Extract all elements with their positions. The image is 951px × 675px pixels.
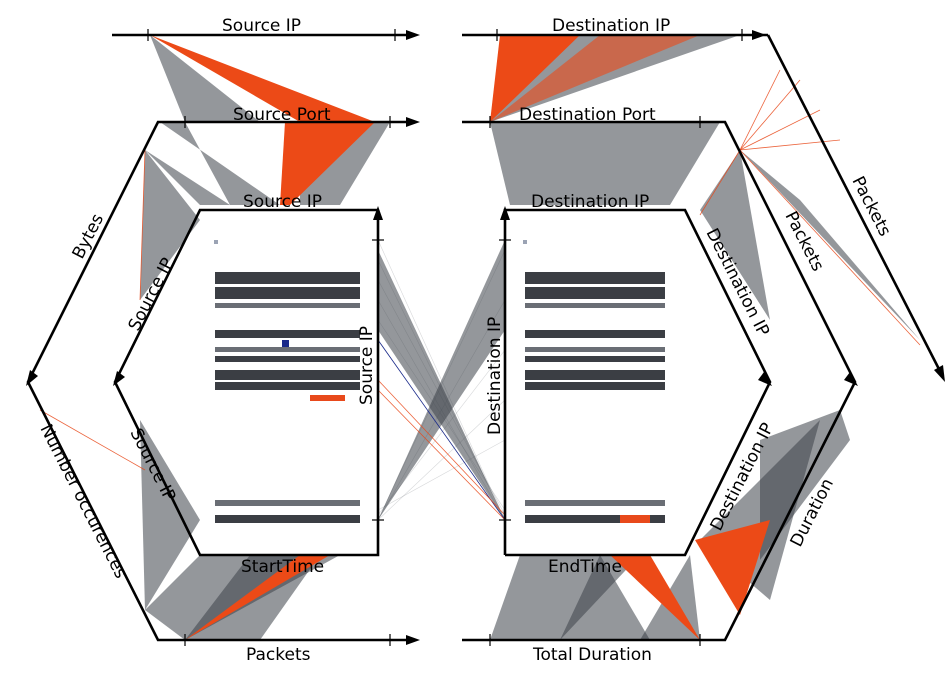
label-inner-source-ip: Source IP <box>243 192 322 212</box>
matrix-dot <box>523 240 527 244</box>
matrix-band <box>525 370 665 380</box>
matrix-band <box>215 515 360 523</box>
connection-line <box>377 439 506 511</box>
orange-line <box>39 409 146 471</box>
highlight-lines <box>39 35 921 640</box>
grey-fan <box>140 420 200 610</box>
matrix-highlight <box>620 515 650 523</box>
matrix-band <box>215 356 360 362</box>
matrix-band <box>215 500 360 506</box>
matrix-band <box>525 382 665 390</box>
matrix-band <box>525 500 665 506</box>
connection-line <box>377 399 506 521</box>
right-matrix <box>523 240 665 523</box>
orange-line <box>699 149 741 216</box>
grey-fan <box>740 150 920 340</box>
orange-line <box>739 79 801 151</box>
label-packets-bottom: Packets <box>246 645 311 665</box>
label-center-destination-ip: Destination IP <box>485 317 505 435</box>
orange-fan <box>610 555 700 640</box>
orange-line <box>377 379 506 516</box>
grey-fan <box>560 555 650 640</box>
label-source-port: Source Port <box>233 105 331 125</box>
orange-fan <box>185 555 330 640</box>
matrix-band <box>525 515 665 523</box>
matrix-band <box>215 272 360 284</box>
matrix-band <box>215 370 360 380</box>
connection-line-blue <box>377 339 506 521</box>
label-destination-port: Destination Port <box>519 105 656 125</box>
grey-fan <box>378 240 505 520</box>
label-number-occurences: Number occurences <box>36 421 131 582</box>
arrowhead <box>500 206 510 220</box>
grey-fan <box>140 150 200 300</box>
orange-fan <box>280 122 375 205</box>
arrowhead <box>752 30 766 40</box>
orange-line <box>739 109 821 151</box>
axis-packets-far-right <box>766 34 944 376</box>
grey-fan <box>145 150 230 205</box>
orange-line <box>377 389 506 521</box>
arrowhead <box>406 117 420 127</box>
matrix-dot <box>282 340 289 347</box>
orange-fan <box>490 35 580 122</box>
matrix-band <box>215 287 360 299</box>
orange-line <box>739 149 921 346</box>
arrowhead <box>406 635 420 645</box>
label-inner-destination-ip: Destination IP <box>531 192 649 212</box>
orange-fan <box>490 35 700 122</box>
label-packets-right: Packets <box>781 208 828 275</box>
arrowhead <box>758 372 772 386</box>
matrix-highlight <box>310 395 345 401</box>
arrowhead <box>406 30 420 40</box>
orange-fan <box>695 520 770 615</box>
matrix-band <box>525 356 665 362</box>
matrix-band <box>525 287 665 299</box>
grey-fan <box>150 35 260 122</box>
grey-fan <box>700 150 770 320</box>
matrix-band <box>525 303 665 308</box>
label-center-source-ip: Source IP <box>357 326 377 405</box>
label-source-ip-top: Source IP <box>222 16 301 36</box>
axes <box>26 29 945 646</box>
matrix-band <box>215 303 360 308</box>
arrowhead <box>373 206 383 220</box>
matrix-dot <box>214 240 218 244</box>
matrix-band <box>215 347 360 352</box>
matrix-band <box>215 330 360 338</box>
arrowhead <box>844 372 858 386</box>
orange-line <box>739 69 781 151</box>
grey-fan <box>490 122 720 205</box>
label-start-time: StartTime <box>241 557 324 577</box>
matrix-band <box>525 272 665 284</box>
orange-fan <box>150 35 375 122</box>
arrowhead <box>26 370 38 386</box>
grey-fan <box>160 122 280 205</box>
label-destination-ip-top: Destination IP <box>552 16 670 36</box>
axis-left-hex-inner <box>113 208 380 557</box>
orange-line <box>139 149 146 301</box>
arrowhead <box>113 371 125 386</box>
label-total-duration: Total Duration <box>532 645 652 665</box>
matrix-band <box>525 330 665 338</box>
arrowhead <box>934 365 945 382</box>
label-end-time: EndTime <box>548 557 622 577</box>
matrix-band <box>525 347 665 352</box>
matrix-band <box>215 382 360 390</box>
left-matrix <box>214 240 360 523</box>
axis-right-hex-inner <box>503 208 772 557</box>
